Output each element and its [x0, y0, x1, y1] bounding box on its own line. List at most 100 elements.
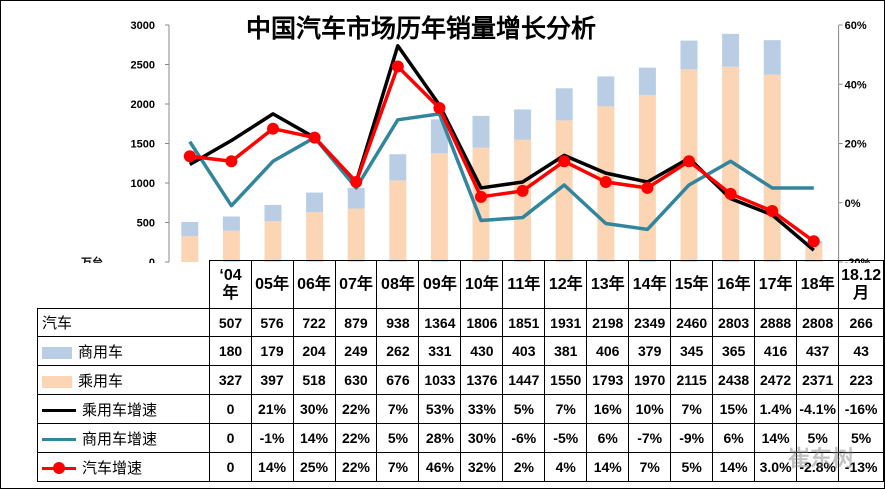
table-cell: -16%: [838, 394, 884, 424]
table-cell: 2808: [796, 308, 840, 337]
table-corner: [38, 261, 210, 309]
column-header-line2: 年: [222, 284, 239, 302]
point-汽车增速: [475, 190, 487, 203]
table-cell: -6%: [502, 423, 546, 453]
bar-commercial: [763, 40, 781, 75]
bar-commercial: [597, 76, 615, 107]
point-汽车增速: [724, 187, 737, 200]
table-cell: 14%: [292, 423, 336, 453]
table-cell: 7%: [376, 394, 420, 424]
table-cell: 879: [334, 308, 378, 337]
table-cell: 5%: [838, 423, 884, 453]
column-header-line1: 05年: [255, 275, 289, 293]
left-tick-label: 500: [137, 218, 155, 230]
table-cell: 1.4%: [754, 394, 798, 424]
bar-passenger: [430, 153, 448, 262]
bar-passenger: [222, 230, 240, 262]
table-cell: 33%: [460, 394, 504, 424]
legend-key: [42, 375, 72, 388]
combo-chart: 中国汽车市场历年销量增长分析 050010001500200025003000-…: [80, 14, 870, 263]
column-header: 05年: [250, 260, 294, 309]
table-cell: 630: [334, 365, 378, 395]
table-cell: 14%: [250, 452, 294, 482]
table-cell: 1550: [544, 365, 588, 395]
left-tick-label: 2500: [131, 60, 155, 72]
y-unit-label: 万台: [80, 255, 103, 263]
row-label-text: 乘用车: [78, 372, 124, 390]
legend-key: [42, 409, 76, 413]
table-cell: 365: [712, 336, 756, 366]
row-label: 商用车: [36, 336, 211, 366]
table-cell: 14%: [586, 452, 630, 482]
column-header: 07年: [334, 260, 378, 309]
bar-passenger: [638, 94, 656, 262]
table-cell: 2198: [586, 308, 630, 337]
table-cell: 5%: [796, 423, 840, 453]
table-cell: 4%: [544, 452, 588, 482]
table-cell: 1447: [502, 365, 546, 395]
point-汽车增速: [350, 176, 363, 189]
table-cell: -13%: [838, 452, 884, 482]
point-汽车增速: [267, 122, 279, 135]
table-cell: 381: [544, 336, 588, 366]
column-header-line1: 12年: [548, 275, 583, 293]
table-cell: 2115: [670, 365, 714, 395]
column-header-line1: 18年: [800, 275, 835, 293]
bar-commercial: [514, 109, 532, 140]
legend-key: [42, 346, 72, 359]
table-cell: 1364: [418, 308, 462, 337]
column-header: 16年: [712, 260, 756, 309]
table-cell: 46%: [418, 452, 462, 482]
column-header: 10年: [460, 260, 504, 309]
table-cell: 7%: [628, 452, 672, 482]
column-header-line1: 17年: [758, 275, 793, 293]
left-tick-label: 0: [149, 257, 155, 263]
table-cell: 406: [586, 336, 630, 366]
table-cell: 2438: [712, 365, 756, 395]
table-cell: 6%: [586, 423, 630, 453]
column-header: 14年: [628, 260, 672, 309]
point-汽车增速: [807, 235, 820, 248]
column-header-line2: 月: [853, 284, 870, 302]
row-label: 汽车: [36, 308, 211, 337]
bar-passenger: [181, 236, 199, 262]
row-label: 乘用车: [36, 365, 211, 395]
table-cell: 1793: [586, 365, 630, 395]
table-cell: 16%: [586, 394, 630, 424]
column-header: 12年: [544, 260, 588, 309]
bar-commercial: [680, 40, 698, 70]
table-cell: 22%: [334, 452, 378, 482]
bar-commercial: [347, 187, 365, 209]
point-汽车增速: [225, 155, 238, 168]
row-label-text: 汽车: [42, 315, 73, 332]
table-cell: 7%: [544, 394, 588, 424]
table-cell: 2%: [502, 452, 546, 482]
point-汽车增速: [766, 205, 779, 218]
point-汽车增速: [516, 184, 529, 197]
table-cell: 7%: [376, 452, 420, 482]
row-label-text: 汽车增速: [82, 459, 143, 477]
data-table: ‘04 年 05年 06年 07年 08年 09年 10年 11年 12年 13年 14年 15年 16年…: [36, 260, 884, 482]
table-cell: 249: [334, 336, 378, 366]
column-header-line1: 15年: [674, 275, 709, 293]
column-header-line1: 13年: [590, 275, 625, 293]
table-cell: 0: [209, 452, 252, 482]
table-cell: 397: [250, 365, 294, 395]
point-汽车增速: [433, 101, 446, 114]
table-cell: 403: [502, 336, 546, 366]
table-cell: 22%: [334, 423, 378, 453]
row-label: 汽车增速: [36, 452, 211, 482]
line-商用车增速: [188, 112, 814, 232]
point-汽车增速: [599, 176, 612, 189]
left-tick-label: 3000: [131, 20, 155, 32]
row-label-text: 乘用车增速: [82, 401, 158, 419]
column-header: 13年: [586, 260, 630, 309]
table-cell: 25%: [292, 452, 336, 482]
table-cell: 14%: [712, 452, 756, 482]
table-cell: 53%: [418, 394, 462, 424]
table-cell: 3.0%: [754, 452, 798, 482]
point-汽车增速: [308, 131, 321, 144]
column-header-line1: ‘04: [219, 266, 242, 284]
table-cell: 10%: [628, 394, 672, 424]
